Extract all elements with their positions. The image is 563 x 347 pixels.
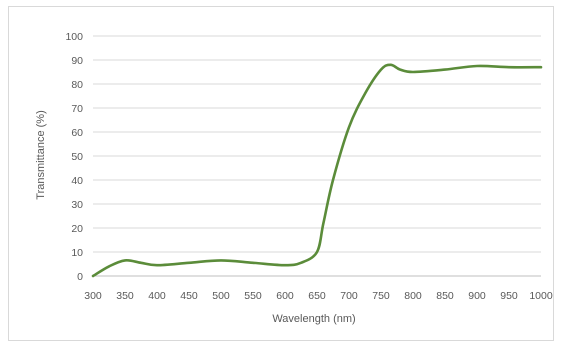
y-tick-label: 50 — [71, 151, 83, 163]
x-tick-label: 650 — [308, 290, 326, 302]
series-layer — [91, 63, 543, 278]
x-tick-label: 500 — [212, 290, 230, 302]
x-tick-label: 600 — [276, 290, 294, 302]
x-tick-label: 900 — [468, 290, 486, 302]
x-axis-title: Wavelength (nm) — [272, 313, 355, 325]
y-tick-label: 30 — [71, 199, 83, 211]
x-tick-label: 700 — [340, 290, 358, 302]
x-tick-label: 550 — [244, 290, 262, 302]
chart-frame — [8, 6, 554, 341]
y-tick-label: 100 — [65, 31, 83, 43]
x-tick-label: 450 — [180, 290, 198, 302]
x-tick-label: 800 — [404, 290, 422, 302]
y-tick-label: 90 — [71, 55, 83, 67]
y-tick-label: 60 — [71, 127, 83, 139]
x-tick-labels: 300 350 400 450 500 550 600 650 700 750 800 850 900 9… — [84, 290, 553, 302]
x-tick-label: 750 — [372, 290, 390, 302]
y-tick-label: 10 — [71, 247, 83, 259]
y-tick-label: 20 — [71, 223, 83, 235]
y-axis-title: Transmittance (%) — [35, 110, 47, 199]
series-line-0 — [91, 63, 543, 278]
x-tick-label: 350 — [116, 290, 134, 302]
y-tick-label: 40 — [71, 175, 83, 187]
y-tick-labels: 0 10 20 30 40 50 60 70 80 90 100 — [65, 31, 83, 283]
y-tick-label: 70 — [71, 103, 83, 115]
y-tick-label: 80 — [71, 79, 83, 91]
x-tick-label: 300 — [84, 290, 102, 302]
gridlines — [93, 35, 541, 277]
x-tick-label: 850 — [436, 290, 454, 302]
x-tick-label: 400 — [148, 290, 166, 302]
y-tick-label: 0 — [77, 271, 83, 283]
x-tick-label: 950 — [500, 290, 518, 302]
x-tick-label: 1000 — [529, 290, 553, 302]
